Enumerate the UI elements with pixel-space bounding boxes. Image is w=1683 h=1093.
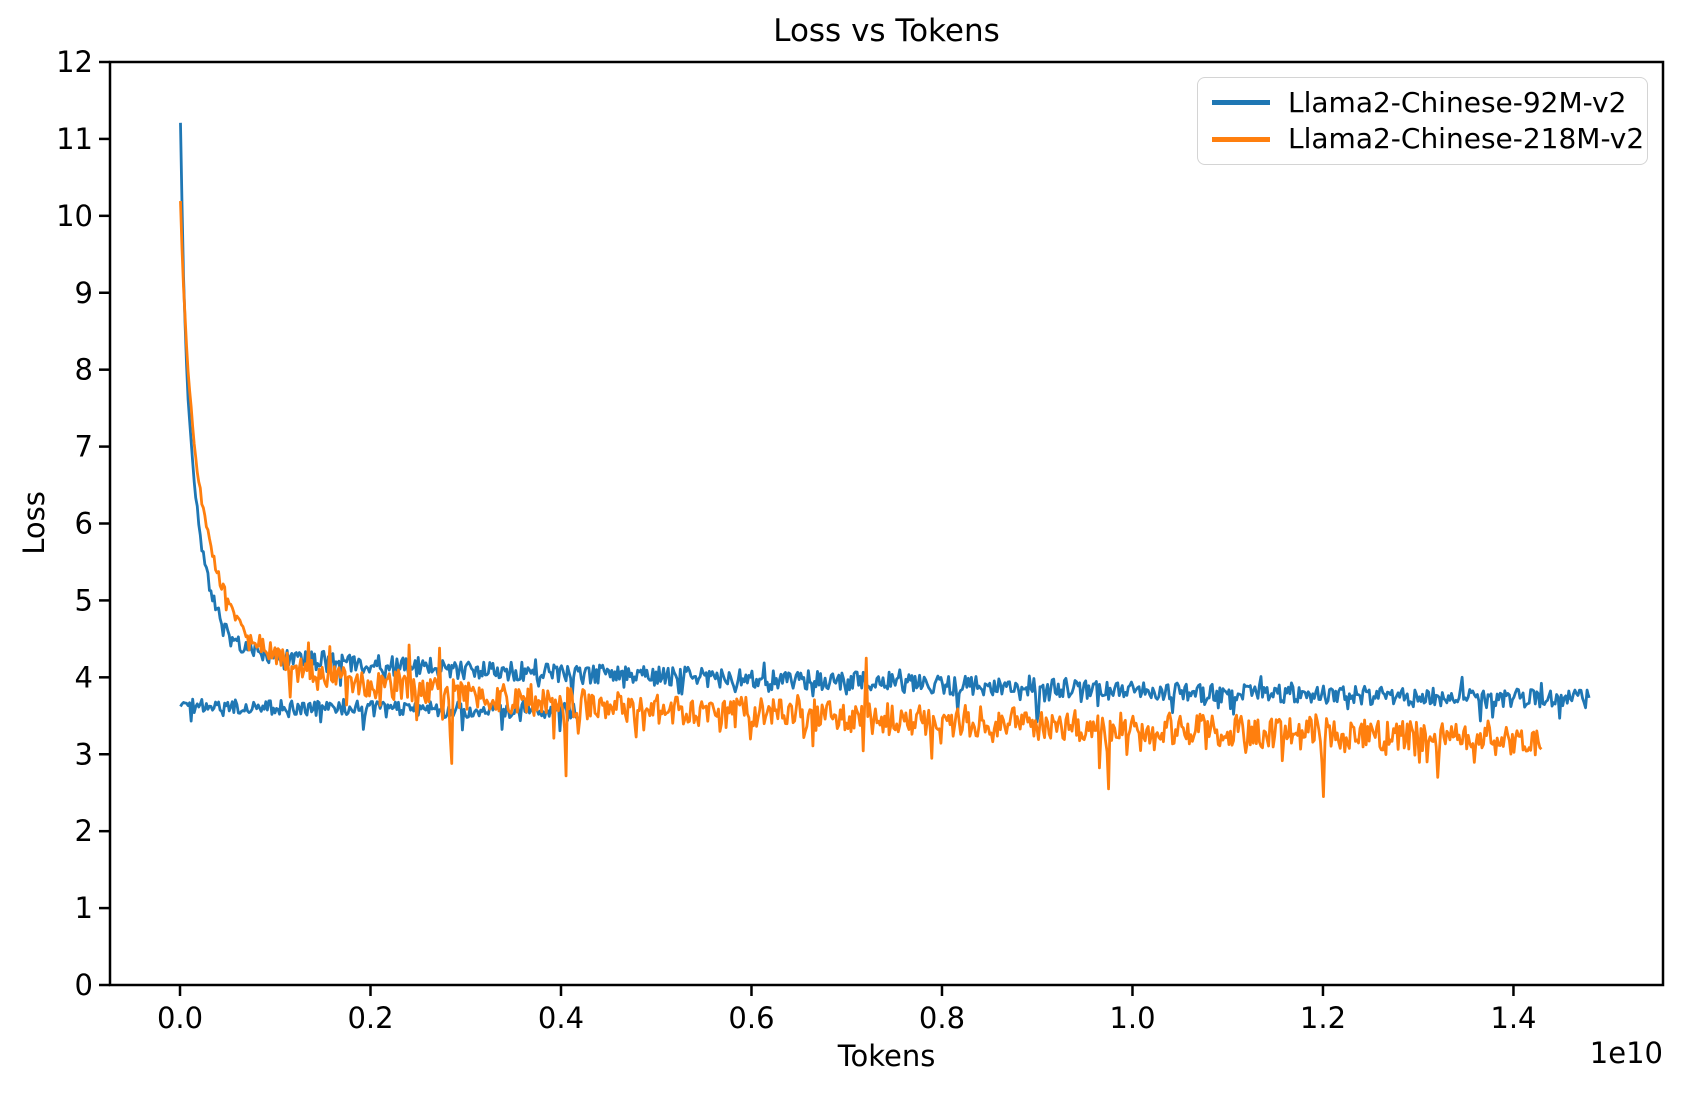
legend-label: Llama2-Chinese-218M-v2 bbox=[1288, 122, 1645, 156]
x-axis-label: Tokens bbox=[837, 1039, 936, 1073]
legend-item: Llama2-Chinese-218M-v2 bbox=[1212, 123, 1644, 155]
y-tick-label: 12 bbox=[56, 45, 93, 79]
series-line-Llama2-Chinese-218M-v2 bbox=[179, 200, 1543, 798]
y-tick-label: 3 bbox=[75, 737, 93, 771]
x-tick-label: 0.4 bbox=[538, 1001, 584, 1035]
series-line-Llama2-Chinese-92M-v2 bbox=[179, 122, 1591, 724]
y-tick-label: 5 bbox=[75, 583, 93, 617]
series-line-Llama2-Chinese-92M-v2-segment1 bbox=[179, 697, 581, 733]
legend-label: Llama2-Chinese-92M-v2 bbox=[1288, 85, 1627, 119]
y-tick-label: 2 bbox=[75, 814, 93, 848]
y-tick-label: 9 bbox=[75, 276, 93, 310]
y-tick-label: 11 bbox=[56, 122, 93, 156]
y-tick-label: 7 bbox=[75, 430, 93, 464]
x-tick-label: 0.2 bbox=[347, 1001, 393, 1035]
x-tick-label: 0.8 bbox=[919, 1001, 965, 1035]
y-tick-label: 6 bbox=[75, 507, 93, 541]
y-tick-label: 4 bbox=[75, 660, 93, 694]
axes-spines bbox=[108, 60, 1665, 987]
chart-title: Loss vs Tokens bbox=[773, 13, 1000, 49]
x-tick-label: 1.0 bbox=[1109, 1001, 1155, 1035]
legend-line-sample-orange bbox=[1212, 136, 1270, 142]
y-tick-label: 0 bbox=[75, 968, 93, 1002]
legend-line-sample-blue bbox=[1212, 100, 1270, 106]
x-axis-offset-label: 1e10 bbox=[1589, 1036, 1663, 1070]
y-tick-label: 8 bbox=[75, 353, 93, 387]
x-tick-label: 1.2 bbox=[1300, 1001, 1346, 1035]
y-tick-label: 10 bbox=[56, 199, 93, 233]
x-tick-label: 0.0 bbox=[157, 1001, 203, 1035]
legend-item: Llama2-Chinese-92M-v2 bbox=[1212, 85, 1633, 119]
y-tick-label: 1 bbox=[75, 891, 93, 925]
x-tick-label: 1.4 bbox=[1490, 1001, 1536, 1035]
x-tick-label: 0.6 bbox=[728, 1001, 774, 1035]
legend: Llama2-Chinese-92M-v2 Llama2-Chinese-218… bbox=[1197, 77, 1648, 165]
